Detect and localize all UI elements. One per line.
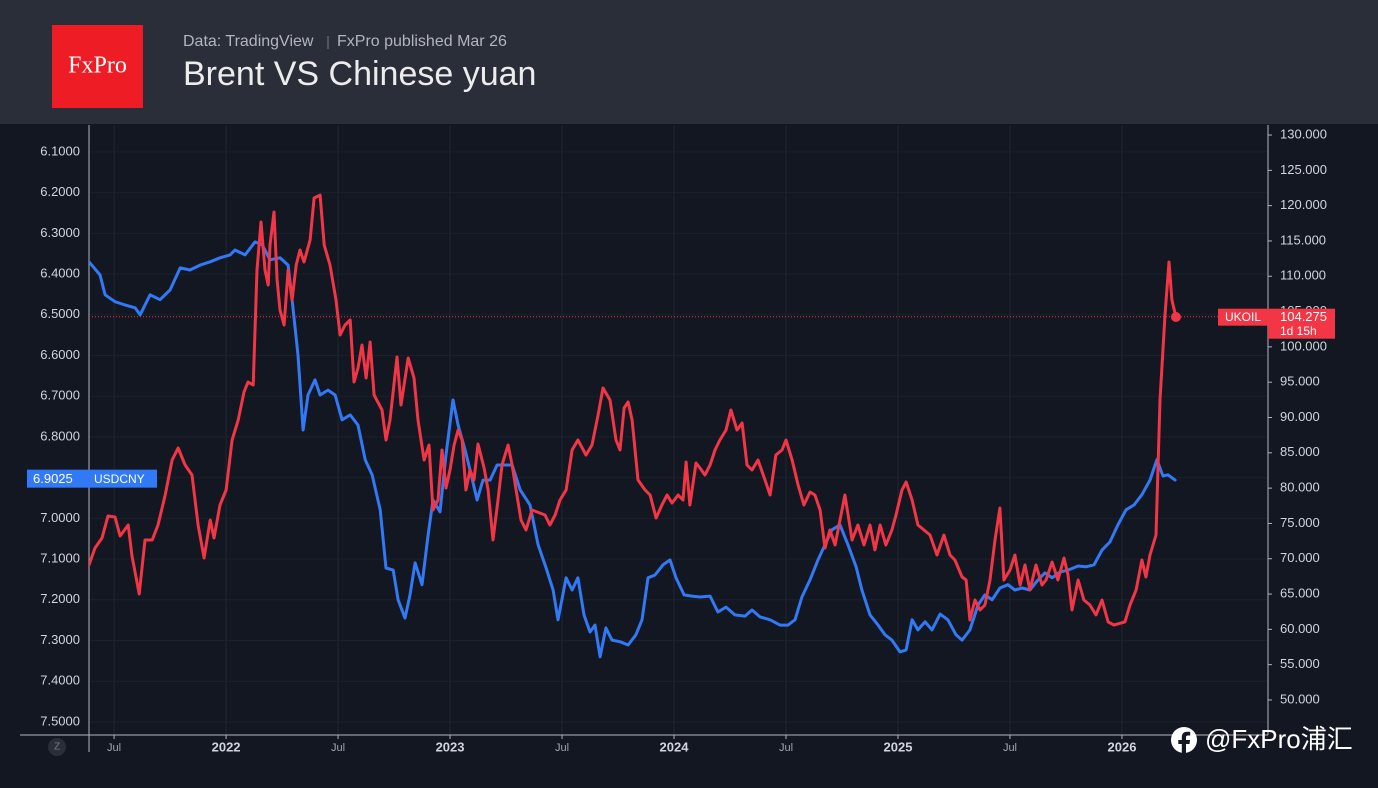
y-tick-label: 7.2000 bbox=[40, 591, 80, 606]
last-point bbox=[1170, 312, 1181, 323]
y2-tick-label: 100.000 bbox=[1280, 338, 1327, 353]
reset-button[interactable] bbox=[48, 738, 66, 756]
y2-tick-label: 65.000 bbox=[1280, 585, 1320, 600]
y2-tick-label: 60.000 bbox=[1280, 621, 1320, 636]
y-tick-label: 6.4000 bbox=[40, 265, 80, 280]
y-tick-label: 6.6000 bbox=[40, 347, 80, 362]
y2-tick-label: 130.000 bbox=[1280, 126, 1327, 141]
logo: FxPro bbox=[68, 53, 127, 79]
y2-tick-label: 55.000 bbox=[1280, 656, 1320, 671]
y-tick-label: 7.1000 bbox=[40, 551, 80, 566]
y-tick-label: 7.3000 bbox=[40, 632, 80, 647]
x-tick-label: 2025 bbox=[884, 739, 913, 754]
x-tick-label: 2024 bbox=[660, 739, 690, 754]
y2-tick-label: 90.000 bbox=[1280, 409, 1320, 424]
y-tick-label: 6.2000 bbox=[40, 184, 80, 199]
last-value-box bbox=[1268, 308, 1335, 339]
watermark-icon bbox=[1171, 727, 1197, 755]
plot-area bbox=[89, 193, 1268, 659]
x-tick-label: 2026 bbox=[1108, 739, 1137, 754]
x-tick-label: Jul bbox=[555, 742, 569, 754]
y2-tick-label: 85.000 bbox=[1280, 444, 1320, 459]
axes bbox=[20, 125, 1269, 752]
line-series bbox=[89, 193, 1178, 627]
y2-tick-label: 80.000 bbox=[1280, 480, 1320, 495]
x-tick-label: Jul bbox=[1003, 742, 1017, 754]
y-tick-label: 6.5000 bbox=[40, 306, 80, 321]
line-series bbox=[89, 240, 1177, 659]
countdown-label: 1d 15h bbox=[1280, 324, 1317, 338]
last-value-label: 104.275 bbox=[1280, 309, 1327, 324]
y-tick-label: 7.0000 bbox=[40, 510, 80, 525]
y2-tick-label: 125.000 bbox=[1280, 162, 1327, 177]
y2-tick-label: 115.000 bbox=[1280, 232, 1326, 247]
y2-tick-label: 95.000 bbox=[1280, 374, 1320, 389]
reset-button-label[interactable]: Z bbox=[54, 742, 60, 753]
y2-tick-label: 50.000 bbox=[1280, 691, 1320, 706]
y-tick-label: 6.1000 bbox=[40, 143, 80, 158]
y2-tick-label: 110.000 bbox=[1280, 268, 1326, 283]
chart-title: Brent VS Chinese yuan bbox=[183, 55, 536, 93]
y-tick-label: 6.3000 bbox=[40, 225, 80, 240]
publisher: FxPro published Mar 26 bbox=[337, 33, 507, 50]
y2-tick-label: 70.000 bbox=[1280, 550, 1320, 565]
y-tick-label: 7.4000 bbox=[40, 673, 80, 688]
y-tick-label: 6.8000 bbox=[40, 428, 80, 443]
x-tick-label: Jul bbox=[779, 742, 793, 754]
header-band bbox=[0, 0, 1378, 124]
y2-tick-label: 120.000 bbox=[1280, 197, 1327, 212]
x-tick-label: Jul bbox=[331, 742, 345, 754]
y2-tick-label: 75.000 bbox=[1280, 515, 1320, 530]
y-tick-label: 6.7000 bbox=[40, 388, 80, 403]
x-tick-label: Jul bbox=[107, 742, 121, 754]
axis-labels: Jul 2022 Jul 2023 Jul 2024 Jul 2025 Jul 2026 6.100… bbox=[40, 126, 1327, 754]
last-value-box bbox=[27, 469, 157, 488]
source: Data: TradingView bbox=[183, 33, 314, 50]
logo-box bbox=[52, 25, 143, 108]
series-name: USDCNY bbox=[94, 472, 145, 486]
last-value-label: 6.9025 bbox=[33, 471, 73, 486]
series-name: UKOIL bbox=[1225, 310, 1261, 324]
x-tick-label: 2022 bbox=[212, 739, 241, 754]
series-name-box bbox=[1218, 308, 1268, 326]
watermark: @FxPro浦汇 bbox=[1205, 724, 1353, 754]
y-tick-label: 7.5000 bbox=[40, 713, 80, 728]
x-tick-label: 2023 bbox=[436, 739, 465, 754]
